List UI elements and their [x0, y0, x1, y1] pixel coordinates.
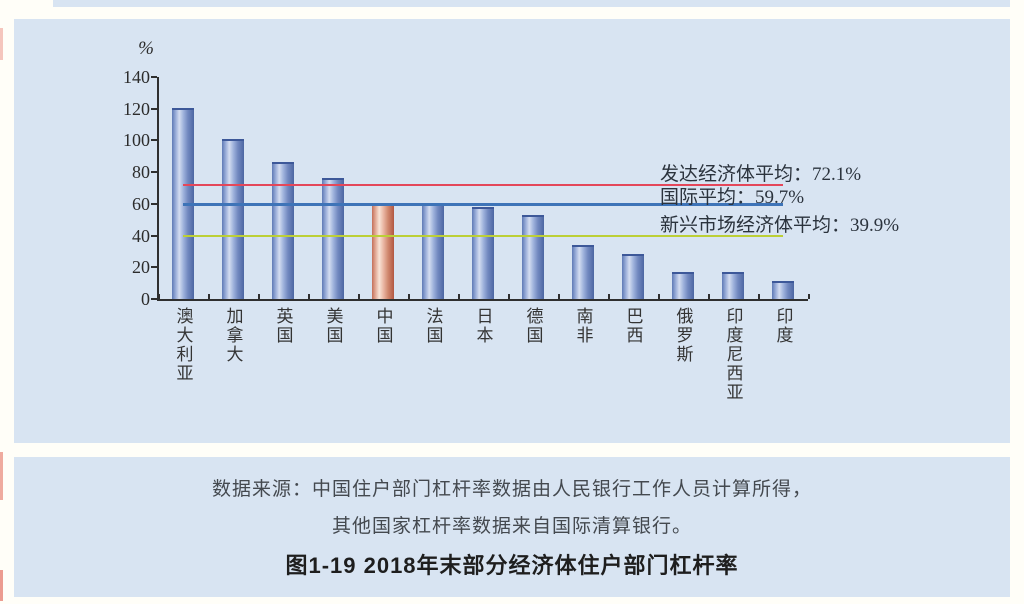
- y-tick-label: 60: [132, 193, 150, 214]
- x-category-label: 南非: [573, 307, 593, 345]
- y-axis-tick: [151, 107, 157, 110]
- x-axis-tick: [157, 294, 160, 299]
- x-axis-tick: [607, 294, 610, 299]
- x-axis-tick: [207, 294, 210, 299]
- x-axis-tick: [757, 294, 760, 299]
- x-axis-tick: [407, 294, 410, 299]
- x-category-label: 英国: [273, 307, 293, 345]
- x-axis-tick: [257, 294, 260, 299]
- figure-title: 图1-19 2018年末部分经济体住户部门杠杆率: [285, 553, 739, 578]
- y-tick-label: 20: [132, 257, 150, 278]
- reference-line-emerging-average: [182, 234, 783, 238]
- y-axis-tick: [151, 298, 157, 300]
- x-category-label: 俄罗斯: [673, 307, 693, 364]
- x-category-label: 澳大利亚: [173, 307, 193, 383]
- chart-bar-10: [671, 271, 694, 299]
- reference-line-international-average: [182, 203, 783, 206]
- chart-bar-6: [471, 206, 494, 299]
- chart-bar-11: [721, 271, 744, 299]
- y-axis-tick: [151, 266, 157, 269]
- x-axis-tick: [807, 294, 810, 299]
- y-tick-label: 100: [123, 130, 150, 151]
- x-category-label: 中国: [373, 307, 393, 345]
- chart-panel: % 0 20 40 60 80 100 120 140 发达经济体平均：72.1% 国际平均：59…: [14, 19, 1010, 443]
- y-axis-tick: [151, 139, 157, 142]
- caption-panel: 数据来源：中国住户部门杠杆率数据由人民银行工作人员计算所得， 其他国家杠杆率数据…: [14, 457, 1010, 597]
- y-tick-label: 120: [123, 98, 150, 119]
- reference-line-label-developed-average: 发达经济体平均：72.1%: [660, 163, 862, 185]
- x-axis-tick: [657, 294, 660, 299]
- y-tick-label: 80: [132, 162, 150, 183]
- chart-bar-highlight: [371, 203, 394, 299]
- reference-line-label-international-average: 国际平均：59.7%: [660, 187, 805, 209]
- chart-bar-1: [221, 139, 244, 299]
- y-axis-line: [157, 77, 159, 301]
- x-axis-tick: [557, 294, 560, 299]
- chart-bar-9: [621, 254, 644, 299]
- x-category-label: 印度: [773, 307, 793, 345]
- x-axis-line: [157, 299, 808, 301]
- data-source-line-1: 数据来源：中国住户部门杠杆率数据由人民银行工作人员计算所得，: [211, 479, 812, 500]
- x-axis-tick: [507, 294, 510, 299]
- x-axis-tick: [707, 294, 710, 299]
- x-axis-tick: [307, 294, 310, 299]
- x-axis-tick: [457, 294, 460, 299]
- y-axis-tick: [151, 202, 157, 205]
- y-tick-label: 40: [132, 225, 150, 246]
- chart-bar-5: [421, 203, 444, 299]
- y-axis-unit-label: %: [138, 38, 154, 59]
- x-category-label: 法国: [423, 307, 443, 345]
- page-edge-artifact: [0, 452, 3, 500]
- x-category-label: 日本: [473, 307, 493, 345]
- y-axis-tick: [151, 171, 157, 174]
- x-category-label: 加拿大: [223, 307, 243, 364]
- reference-line-label-emerging-average: 新兴市场经济体平均：39.9%: [660, 214, 900, 236]
- chart-bar-2: [271, 161, 294, 299]
- reference-line-developed-average: [182, 183, 783, 187]
- y-tick-label: 0: [141, 289, 150, 309]
- top-panel-edge: [53, 0, 1010, 7]
- chart-bar-12: [771, 281, 794, 299]
- x-category-label: 美国: [323, 307, 343, 345]
- x-category-label: 巴西: [623, 307, 643, 345]
- data-source-line-2: 其他国家杠杆率数据来自国际清算银行。: [331, 516, 692, 537]
- chart-bar-3: [321, 178, 344, 299]
- y-axis-tick: [151, 76, 157, 78]
- y-axis-tick: [151, 234, 157, 237]
- chart-bar-8: [571, 245, 594, 299]
- x-category-label: 印度尼西亚: [723, 307, 743, 402]
- y-tick-label: 140: [123, 67, 150, 87]
- page-edge-artifact: [0, 28, 3, 60]
- page-edge-artifact: [0, 570, 3, 601]
- x-axis-tick: [357, 294, 360, 299]
- x-category-label: 德国: [523, 307, 543, 345]
- chart-bar-7: [521, 215, 544, 299]
